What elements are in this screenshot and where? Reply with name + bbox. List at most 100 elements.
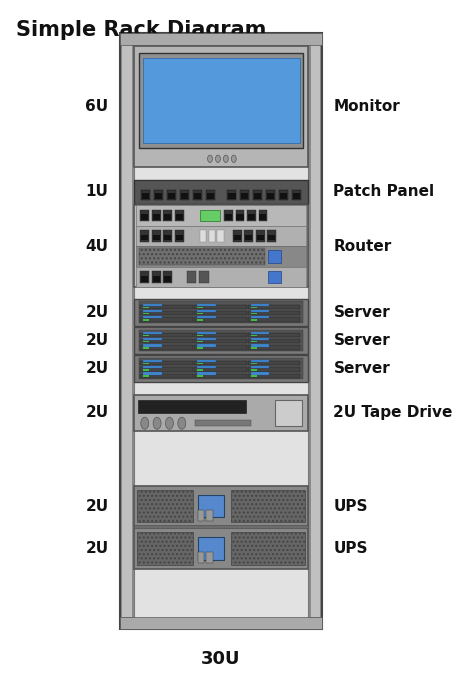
- Bar: [143, 310, 162, 312]
- Bar: [198, 510, 204, 521]
- Bar: [134, 327, 308, 354]
- Bar: [143, 372, 162, 375]
- Bar: [194, 317, 246, 322]
- Bar: [251, 375, 257, 377]
- Bar: [137, 490, 193, 523]
- Text: 6U: 6U: [85, 99, 109, 114]
- Bar: [180, 189, 189, 200]
- Text: 2U: 2U: [85, 305, 109, 320]
- Text: Server: Server: [333, 333, 390, 347]
- Bar: [251, 369, 257, 370]
- Bar: [139, 248, 265, 265]
- Bar: [251, 304, 269, 306]
- Bar: [143, 338, 162, 340]
- Bar: [143, 363, 149, 364]
- Bar: [248, 317, 301, 322]
- Bar: [236, 210, 245, 221]
- Bar: [197, 313, 203, 314]
- Bar: [197, 372, 216, 375]
- Text: Simple Rack Diagram: Simple Rack Diagram: [16, 20, 266, 39]
- Bar: [253, 189, 262, 200]
- Bar: [228, 193, 236, 199]
- Bar: [248, 367, 301, 372]
- Bar: [251, 313, 257, 314]
- Bar: [251, 335, 257, 336]
- Bar: [251, 341, 257, 343]
- Bar: [136, 246, 306, 267]
- Bar: [254, 193, 261, 199]
- Bar: [153, 214, 160, 220]
- Bar: [292, 189, 301, 200]
- Bar: [194, 345, 246, 349]
- Bar: [154, 189, 163, 200]
- Bar: [248, 305, 301, 309]
- Text: Patch Panel: Patch Panel: [333, 185, 435, 199]
- Bar: [140, 333, 193, 337]
- Bar: [197, 310, 216, 312]
- Bar: [140, 271, 149, 283]
- Bar: [119, 33, 322, 45]
- Bar: [194, 361, 246, 365]
- Bar: [251, 319, 257, 320]
- Bar: [143, 341, 149, 343]
- Bar: [259, 214, 266, 220]
- Bar: [136, 205, 306, 226]
- Bar: [197, 375, 203, 377]
- Text: 2U: 2U: [85, 499, 109, 514]
- Bar: [152, 210, 161, 221]
- Text: 30U: 30U: [201, 650, 241, 669]
- Bar: [140, 305, 193, 309]
- Bar: [140, 367, 193, 372]
- Bar: [168, 193, 175, 199]
- Bar: [194, 374, 246, 378]
- Circle shape: [216, 155, 220, 162]
- Bar: [143, 360, 162, 362]
- Bar: [251, 306, 257, 308]
- Bar: [198, 537, 224, 560]
- Bar: [197, 319, 203, 320]
- Bar: [248, 345, 301, 349]
- Bar: [194, 339, 246, 343]
- Bar: [134, 43, 308, 621]
- Bar: [153, 276, 160, 282]
- Bar: [143, 306, 149, 308]
- Bar: [140, 361, 193, 365]
- Bar: [140, 345, 193, 349]
- Bar: [197, 316, 216, 318]
- Bar: [197, 338, 216, 340]
- Bar: [266, 189, 275, 200]
- Bar: [139, 330, 303, 351]
- Bar: [248, 214, 255, 220]
- Circle shape: [231, 155, 236, 162]
- Bar: [140, 210, 149, 221]
- Bar: [143, 319, 149, 320]
- Bar: [136, 226, 306, 246]
- Bar: [209, 231, 215, 241]
- Circle shape: [223, 155, 228, 162]
- Bar: [197, 369, 203, 370]
- Bar: [134, 180, 308, 203]
- Bar: [175, 235, 182, 241]
- Bar: [175, 231, 183, 241]
- Bar: [175, 210, 183, 221]
- Bar: [225, 214, 232, 220]
- Bar: [140, 231, 149, 241]
- Bar: [245, 235, 252, 241]
- Text: Server: Server: [333, 361, 390, 376]
- Bar: [193, 189, 202, 200]
- Bar: [164, 235, 171, 241]
- Text: UPS: UPS: [333, 499, 368, 514]
- Bar: [119, 617, 322, 629]
- Bar: [143, 366, 162, 368]
- Bar: [251, 366, 269, 368]
- Bar: [122, 45, 131, 617]
- Bar: [251, 372, 269, 375]
- Bar: [194, 333, 246, 337]
- Bar: [140, 317, 193, 322]
- Bar: [251, 363, 257, 364]
- Bar: [143, 375, 149, 377]
- Bar: [197, 304, 216, 306]
- Bar: [251, 344, 269, 347]
- Bar: [206, 189, 215, 200]
- Text: Server: Server: [333, 305, 390, 320]
